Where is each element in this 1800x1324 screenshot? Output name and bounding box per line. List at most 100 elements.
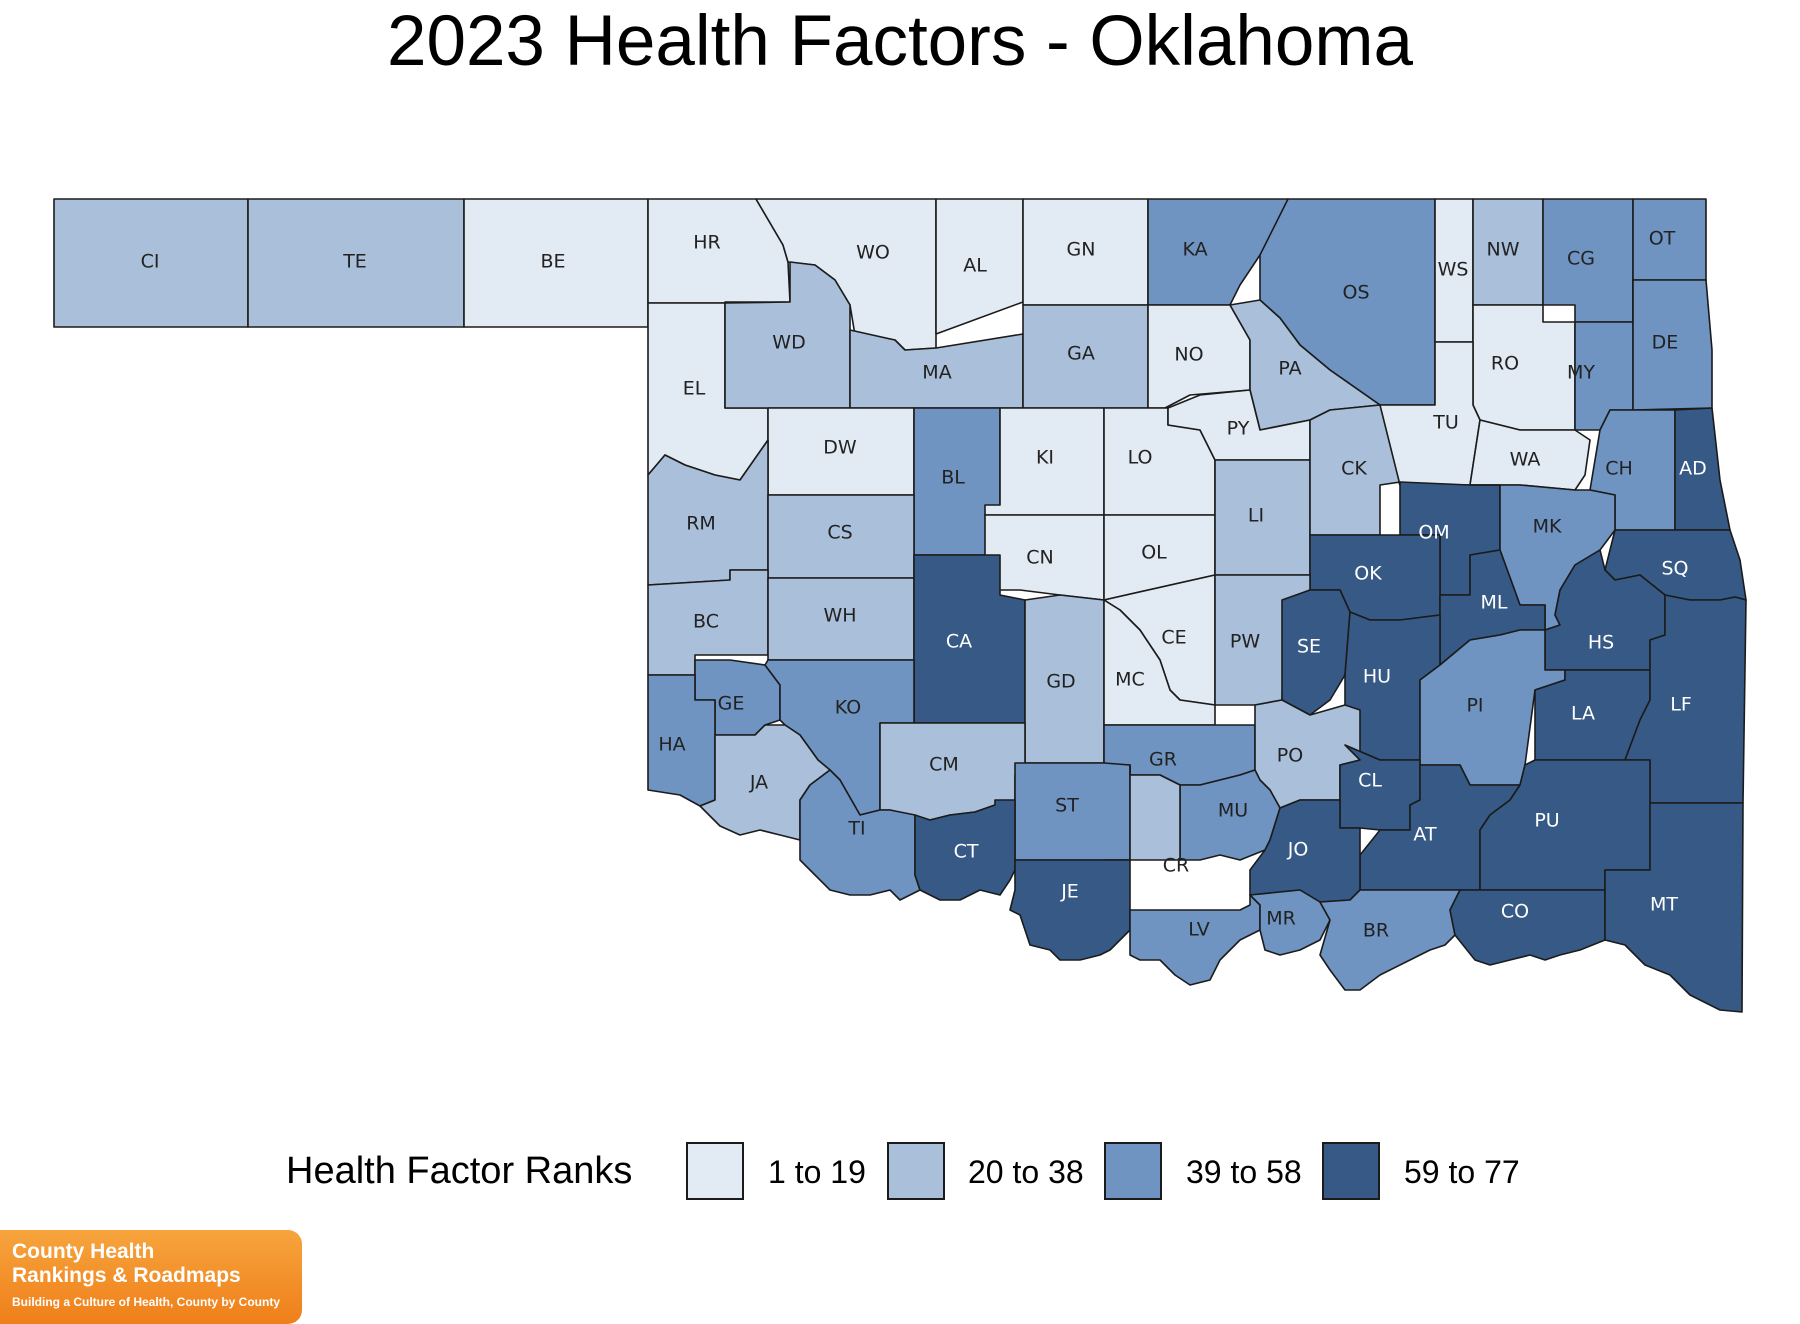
county-label-ro: RO (1491, 353, 1519, 375)
county-label-pa: PA (1278, 358, 1301, 380)
county-lv[interactable] (1129, 894, 1261, 986)
county-label-py: PY (1227, 418, 1250, 440)
county-ad[interactable] (1674, 407, 1731, 531)
county-label-el: EL (683, 378, 706, 400)
county-label-ga: GA (1067, 343, 1095, 365)
county-label-ce: CE (1161, 627, 1186, 649)
county-label-ml: ML (1481, 592, 1508, 614)
logo-line-1: County Health (12, 1240, 155, 1263)
county-label-wa: WA (1510, 449, 1541, 471)
county-label-ti: TI (847, 818, 865, 840)
county-label-ws: WS (1438, 259, 1469, 281)
county-label-be: BE (540, 251, 565, 273)
county-label-co: CO (1501, 901, 1529, 923)
county-label-ca: CA (946, 631, 972, 653)
legend-swatch-2 (887, 1142, 945, 1200)
county-label-ma: MA (922, 362, 951, 384)
county-label-po: PO (1277, 745, 1303, 767)
county-label-mu: MU (1218, 800, 1248, 822)
county-label-bc: BC (693, 611, 719, 633)
county-de[interactable] (1632, 279, 1713, 411)
county-label-ck: CK (1341, 458, 1367, 480)
county-label-mk: MK (1533, 516, 1562, 538)
county-label-lv: LV (1188, 919, 1210, 941)
county-mr[interactable] (1249, 889, 1331, 956)
county-label-os: OS (1342, 282, 1369, 304)
county-label-bl: BL (941, 467, 965, 489)
county-label-ad: AD (1679, 458, 1707, 480)
county-label-ch: CH (1605, 458, 1633, 480)
county-label-st: ST (1055, 795, 1079, 817)
county-label-ki: KI (1036, 447, 1054, 469)
county-label-ot: OT (1649, 228, 1676, 250)
legend-label-3: 39 to 58 (1186, 1154, 1302, 1190)
county-label-cr: CR (1163, 855, 1189, 877)
county-label-rm: RM (686, 513, 716, 535)
county-label-mt: MT (1650, 894, 1678, 916)
legend-title: Health Factor Ranks (286, 1150, 633, 1192)
county-label-tu: TU (1432, 412, 1459, 434)
county-mt[interactable] (1604, 802, 1744, 1013)
county-lf[interactable] (1624, 594, 1747, 804)
county-wd[interactable] (724, 261, 851, 409)
county-label-jo: JO (1287, 839, 1309, 861)
county-label-ok: OK (1354, 563, 1382, 585)
county-label-se: SE (1297, 636, 1321, 658)
county-label-ko: KO (835, 697, 861, 719)
legend-label-4: 59 to 77 (1404, 1154, 1520, 1190)
county-label-je: JE (1060, 881, 1079, 903)
county-label-hs: HS (1588, 632, 1614, 654)
county-label-mc: MC (1115, 669, 1145, 691)
county-label-om: OM (1418, 522, 1449, 544)
county-label-ct: CT (954, 841, 979, 863)
legend-swatch-1 (686, 1142, 744, 1200)
county-label-no: NO (1174, 344, 1203, 366)
county-label-cl: CL (1358, 770, 1382, 792)
county-label-de: DE (1652, 332, 1679, 354)
county-label-sq: SQ (1661, 558, 1688, 580)
county-label-gr: GR (1149, 749, 1177, 771)
county-label-cs: CS (827, 522, 852, 544)
county-label-pu: PU (1534, 810, 1559, 832)
county-label-gd: GD (1046, 671, 1075, 693)
county-label-cg: CG (1567, 248, 1595, 270)
county-label-hr: HR (693, 232, 721, 254)
county-label-al: AL (963, 255, 987, 277)
county-br[interactable] (1319, 889, 1461, 991)
county-label-my: MY (1567, 362, 1595, 384)
county-label-nw: NW (1487, 239, 1520, 261)
county-label-ja: JA (749, 772, 768, 794)
county-label-wd: WD (772, 332, 805, 354)
county-label-mr: MR (1266, 908, 1296, 930)
county-label-wh: WH (823, 605, 856, 627)
county-label-te: TE (342, 251, 367, 273)
county-label-li: LI (1248, 505, 1264, 527)
county-label-lf: LF (1670, 694, 1692, 716)
county-label-ka: KA (1182, 239, 1207, 261)
legend-swatch-4 (1322, 1142, 1380, 1200)
county-label-gn: GN (1067, 239, 1096, 261)
county-label-dw: DW (823, 437, 857, 459)
logo-tagline: Building a Culture of Health, County by … (12, 1295, 280, 1309)
county-label-wo: WO (856, 242, 890, 264)
page-title: 2023 Health Factors - Oklahoma (386, 2, 1414, 81)
county-label-ci: CI (141, 251, 160, 273)
legend-label-1: 1 to 19 (768, 1154, 866, 1190)
county-label-lo: LO (1128, 447, 1153, 469)
county-label-ge: GE (718, 693, 745, 715)
county-label-la: LA (1571, 703, 1595, 725)
legend-swatch-3 (1104, 1142, 1162, 1200)
county-label-ol: OL (1141, 542, 1167, 564)
county-ro[interactable] (1472, 304, 1576, 431)
logo-line-2: Rankings & Roadmaps (12, 1264, 241, 1287)
county-label-pi: PI (1466, 695, 1483, 717)
county-label-ha: HA (658, 734, 685, 756)
county-je[interactable] (1009, 859, 1131, 961)
chr-logo[interactable]: County Health Rankings & Roadmaps Buildi… (0, 1230, 302, 1324)
county-label-cm: CM (929, 754, 959, 776)
county-label-pw: PW (1230, 631, 1260, 653)
legend-label-2: 20 to 38 (968, 1154, 1084, 1190)
county-label-cn: CN (1026, 547, 1053, 569)
county-label-hu: HU (1363, 666, 1391, 688)
